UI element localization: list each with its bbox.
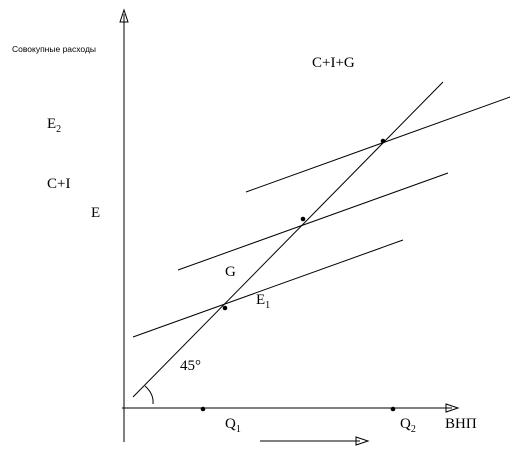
- label-text: E: [256, 292, 265, 308]
- line-45: [132, 81, 444, 398]
- x-axis-label: ВНП: [445, 416, 477, 432]
- label-text: Q: [400, 416, 411, 432]
- label-sub: 1: [236, 424, 241, 435]
- label-q1: Q1: [225, 416, 241, 435]
- line-ci: [132, 239, 404, 338]
- point: [200, 406, 206, 412]
- line-cig-2: [245, 96, 511, 193]
- point: [380, 138, 386, 144]
- y-axis-arrow: [119, 8, 129, 23]
- point: [222, 305, 228, 311]
- point: [390, 406, 396, 412]
- label-ci: C+I: [47, 176, 70, 192]
- label-angle: 45°: [180, 358, 201, 374]
- angle-arc: [144, 385, 154, 405]
- x-axis-arrow: [445, 403, 460, 413]
- label-e2: E2: [47, 116, 61, 135]
- label-cig: C+I+G: [312, 55, 355, 71]
- shift-arrow-head: [355, 436, 370, 446]
- label-text: E: [47, 116, 56, 132]
- point: [300, 216, 306, 222]
- label-e1: E1: [256, 292, 270, 311]
- label-sub: 2: [56, 124, 61, 135]
- label-sub: 2: [411, 424, 416, 435]
- label-q2: Q2: [400, 416, 416, 435]
- label-e: E: [91, 205, 100, 221]
- label-sub: 1: [265, 300, 270, 311]
- label-g: G: [225, 264, 236, 280]
- label-text: Q: [225, 416, 236, 432]
- y-axis-label: Совокупные расходы: [12, 44, 96, 54]
- line-cig-1: [177, 172, 449, 271]
